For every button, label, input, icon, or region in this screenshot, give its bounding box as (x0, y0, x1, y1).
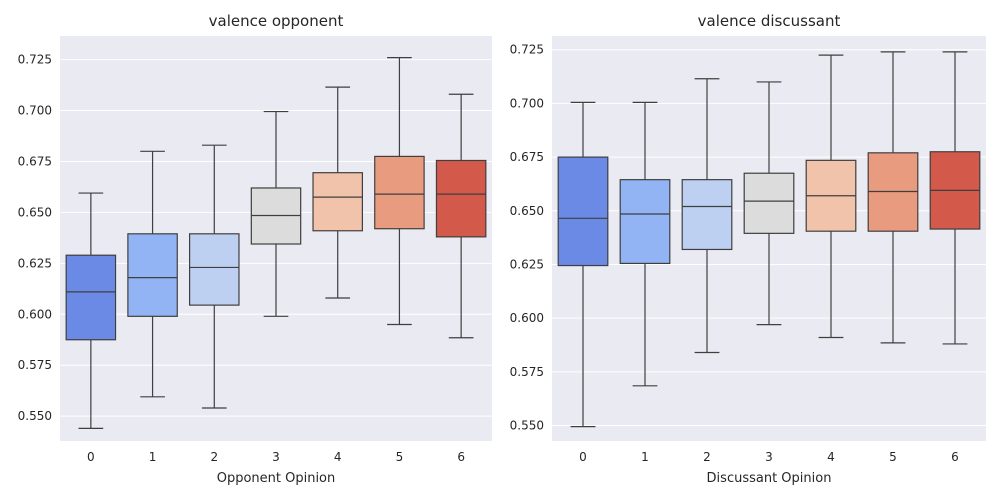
y-tick-label: 0.550 (510, 419, 544, 433)
y-tick-label: 0.700 (18, 104, 52, 118)
y-tick-label: 0.700 (510, 96, 544, 110)
chart-panel-valence-opponent: 0.550 0.575 0.600 0.625 0.650 0.675 0.700 0.725… (18, 12, 492, 486)
box-6 (929, 51, 981, 345)
box-body (374, 155, 425, 230)
x-tick-label: 4 (334, 450, 342, 464)
box-body (65, 254, 117, 341)
chart-title: valence opponent (209, 12, 344, 30)
y-tick-label: 0.625 (510, 257, 544, 271)
y-tick-labels: 0.550 0.575 0.600 0.625 0.650 0.675 0.700 0.725 (510, 43, 544, 433)
box-2 (189, 144, 240, 409)
x-axis-label: Discussant Opinion (707, 471, 832, 486)
y-tick-label: 0.600 (510, 311, 544, 325)
y-tick-label: 0.600 (18, 307, 52, 321)
boxes (557, 51, 981, 428)
box-0 (557, 101, 609, 428)
x-tick-label: 5 (396, 450, 404, 464)
y-tick-label: 0.675 (18, 154, 52, 168)
box-3 (250, 110, 302, 317)
x-tick-label: 0 (87, 450, 95, 464)
y-tick-label: 0.675 (510, 150, 544, 164)
chart-title: valence discussant (698, 12, 841, 30)
x-tick-label: 2 (210, 450, 218, 464)
x-tick-label: 3 (765, 450, 773, 464)
box-body (189, 233, 240, 306)
box-0 (65, 192, 117, 429)
y-tick-label: 0.650 (18, 205, 52, 219)
box-body (127, 233, 178, 317)
box-5 (374, 56, 425, 326)
box-6 (435, 93, 487, 339)
x-tick-label: 4 (827, 450, 835, 464)
box-body (743, 172, 795, 234)
chart-panel-valence-discussant: 0.550 0.575 0.600 0.625 0.650 0.675 0.700 0.725… (510, 12, 986, 486)
x-tick-labels: 0 1 2 3 4 5 6 (579, 450, 959, 464)
box-1 (619, 101, 671, 387)
y-tick-label: 0.550 (18, 409, 52, 423)
y-tick-label: 0.575 (510, 365, 544, 379)
y-tick-label: 0.725 (510, 43, 544, 57)
x-tick-label: 0 (579, 450, 587, 464)
box-body (435, 159, 487, 238)
x-tick-labels: 0 1 2 3 4 5 6 (87, 450, 465, 464)
x-tick-label: 2 (703, 450, 711, 464)
y-tick-label: 0.725 (18, 53, 52, 67)
box-2 (681, 78, 733, 354)
boxes (65, 56, 487, 429)
box-body (619, 179, 671, 265)
x-axis-label: Opponent Opinion (217, 471, 336, 486)
box-4 (805, 54, 857, 339)
x-tick-label: 6 (951, 450, 959, 464)
box-body (312, 172, 363, 232)
box-body (681, 179, 733, 251)
box-4 (312, 86, 363, 299)
y-tick-label: 0.575 (18, 358, 52, 372)
box-3 (743, 81, 795, 326)
x-tick-label: 3 (272, 450, 280, 464)
y-tick-labels: 0.550 0.575 0.600 0.625 0.650 0.675 0.700 0.725 (18, 53, 52, 424)
y-tick-label: 0.650 (510, 204, 544, 218)
x-tick-label: 5 (889, 450, 897, 464)
x-tick-label: 6 (457, 450, 465, 464)
box-5 (867, 51, 919, 344)
x-tick-label: 1 (641, 450, 649, 464)
box-1 (127, 150, 178, 398)
x-tick-label: 1 (149, 450, 157, 464)
box-body (557, 156, 609, 267)
y-tick-label: 0.625 (18, 256, 52, 270)
